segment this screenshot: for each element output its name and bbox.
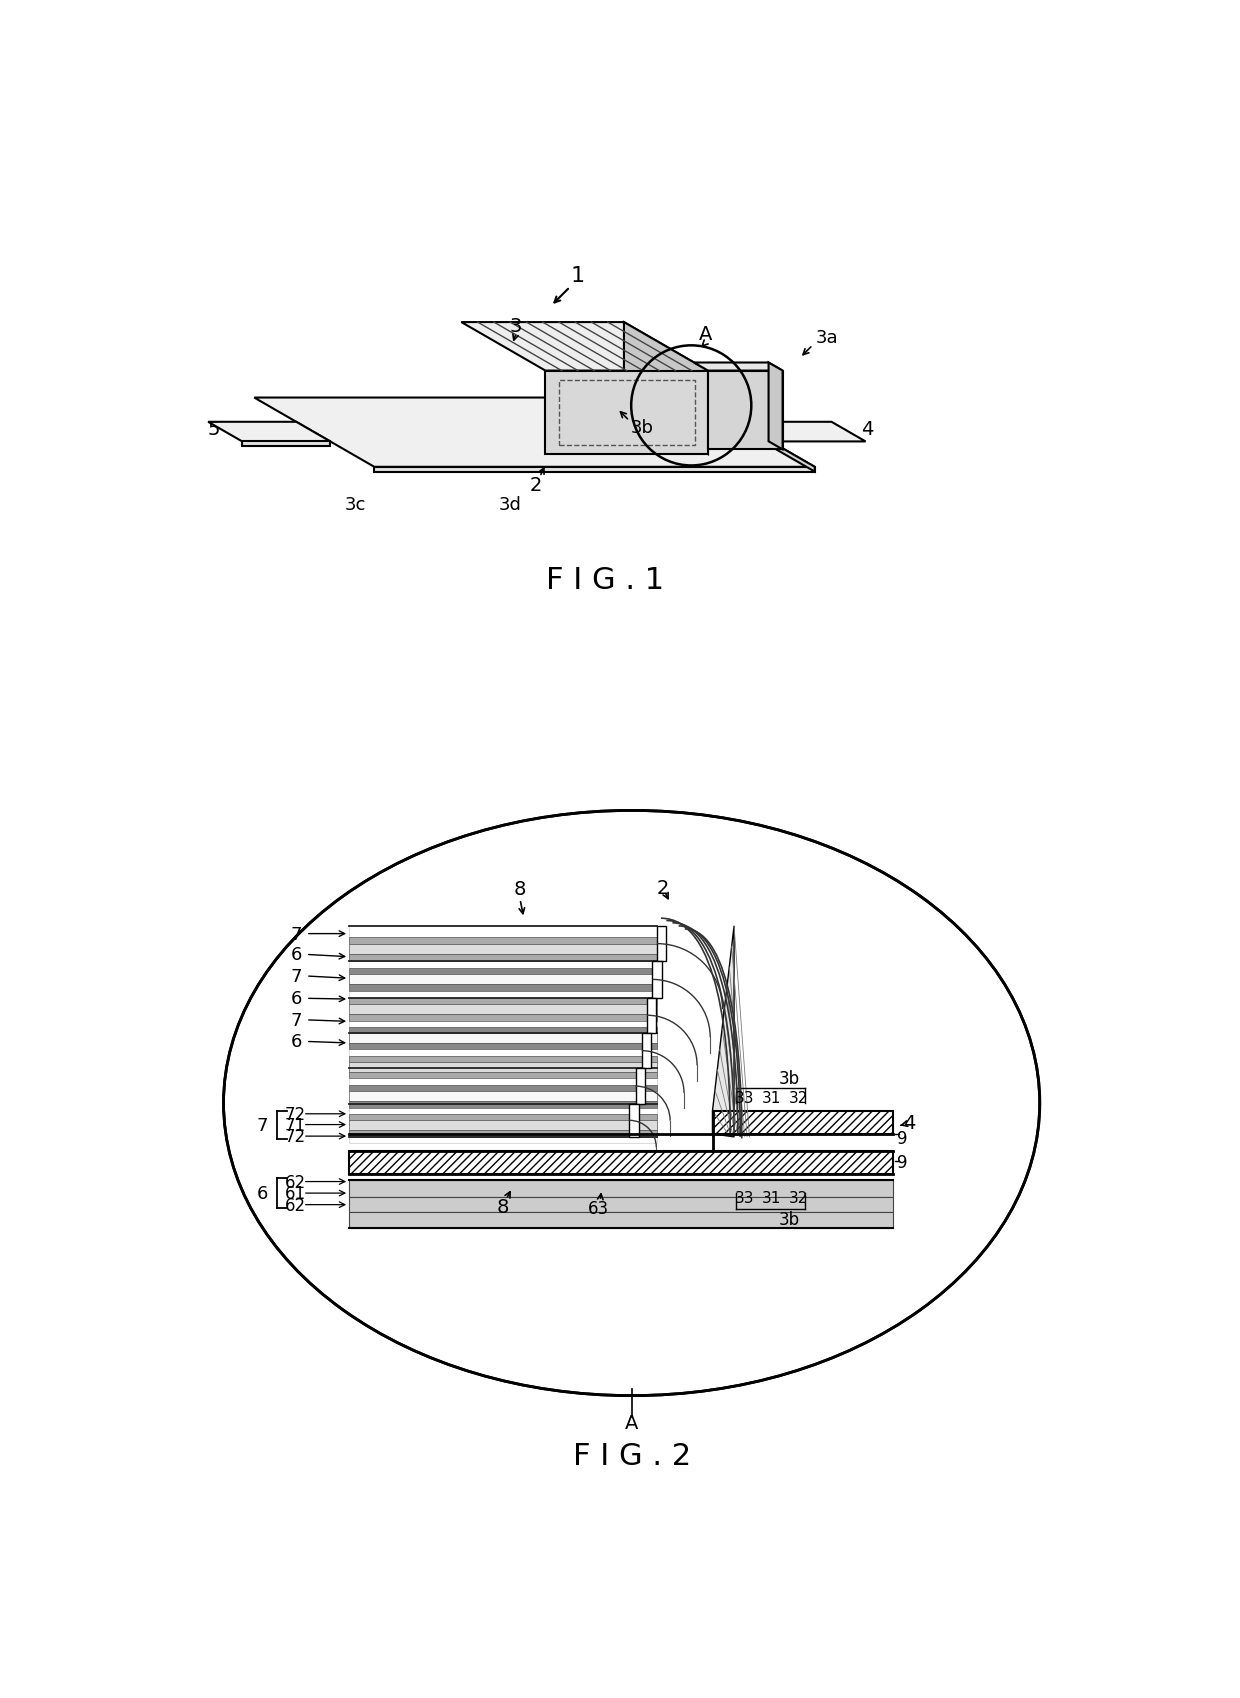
Bar <box>350 1092 657 1100</box>
Text: 2: 2 <box>529 475 542 494</box>
Text: 6: 6 <box>291 990 303 1007</box>
Ellipse shape <box>223 812 1040 1396</box>
Text: A: A <box>698 324 712 345</box>
Bar <box>350 1131 657 1138</box>
Bar <box>350 992 657 998</box>
Bar <box>350 1114 657 1121</box>
Text: 4: 4 <box>903 1114 915 1133</box>
Text: 3a: 3a <box>816 329 838 346</box>
Text: 3b: 3b <box>779 1209 800 1228</box>
Text: 32: 32 <box>789 1090 808 1105</box>
Text: A: A <box>625 1413 639 1431</box>
Text: 7: 7 <box>291 968 303 985</box>
Bar <box>350 1078 657 1085</box>
Bar <box>652 961 662 998</box>
Text: 7: 7 <box>257 1116 268 1134</box>
Bar <box>350 998 657 1004</box>
Text: 61: 61 <box>285 1185 306 1202</box>
Polygon shape <box>769 363 782 450</box>
Bar <box>647 998 656 1034</box>
Bar <box>713 1110 894 1134</box>
Text: 3b: 3b <box>631 419 653 436</box>
Polygon shape <box>708 372 782 450</box>
Text: 31: 31 <box>763 1190 781 1206</box>
Polygon shape <box>624 323 708 455</box>
Text: 7: 7 <box>291 1012 303 1029</box>
Bar <box>350 985 657 992</box>
Text: 5: 5 <box>207 419 219 440</box>
Bar <box>350 1180 894 1197</box>
Text: 33: 33 <box>735 1090 755 1105</box>
Bar <box>350 1212 894 1228</box>
Text: 72: 72 <box>285 1127 306 1146</box>
Text: 63: 63 <box>588 1200 609 1217</box>
Bar <box>630 1104 639 1138</box>
Polygon shape <box>694 399 815 472</box>
Bar <box>657 927 666 961</box>
Polygon shape <box>546 372 708 455</box>
Text: 1: 1 <box>570 267 585 285</box>
Text: 8: 8 <box>513 880 526 898</box>
Polygon shape <box>694 363 782 372</box>
Text: 4: 4 <box>862 419 874 440</box>
Bar <box>350 1056 657 1063</box>
Bar <box>350 954 657 961</box>
Text: 72: 72 <box>285 1105 306 1122</box>
Text: 9: 9 <box>898 1153 908 1172</box>
Bar <box>350 1197 894 1212</box>
Bar <box>350 1121 657 1131</box>
Bar <box>350 968 657 975</box>
Text: F I G . 2: F I G . 2 <box>573 1442 691 1470</box>
Bar <box>350 1063 657 1073</box>
Bar <box>641 1034 651 1068</box>
Text: 7: 7 <box>291 925 303 942</box>
Text: 2: 2 <box>656 878 668 897</box>
Bar <box>350 927 657 937</box>
Text: 3: 3 <box>510 316 522 336</box>
Bar <box>350 1027 657 1034</box>
Text: 8: 8 <box>497 1197 510 1216</box>
Bar <box>350 975 657 985</box>
Polygon shape <box>254 399 815 467</box>
Text: 32: 32 <box>789 1190 808 1206</box>
Text: 6: 6 <box>257 1185 268 1202</box>
Polygon shape <box>374 467 815 472</box>
Text: 71: 71 <box>285 1116 306 1134</box>
Bar <box>350 937 657 944</box>
Polygon shape <box>737 423 866 441</box>
Text: 3c: 3c <box>345 496 366 514</box>
Bar <box>350 1014 657 1020</box>
Text: 9: 9 <box>898 1129 908 1146</box>
Bar <box>350 1151 894 1173</box>
Text: 31: 31 <box>763 1090 781 1105</box>
Text: 62: 62 <box>285 1173 306 1190</box>
Text: 3d: 3d <box>498 496 521 514</box>
Text: 6: 6 <box>291 946 303 964</box>
Bar <box>350 1020 657 1027</box>
Text: 3b: 3b <box>779 1070 800 1088</box>
Bar <box>350 1043 657 1049</box>
Polygon shape <box>208 423 330 441</box>
Bar <box>350 1109 657 1114</box>
Text: 62: 62 <box>285 1195 306 1214</box>
Polygon shape <box>461 323 708 372</box>
Text: 33: 33 <box>735 1190 755 1206</box>
Bar <box>350 1073 657 1078</box>
Bar <box>635 1068 645 1104</box>
Bar <box>350 1100 657 1109</box>
Bar <box>350 1049 657 1056</box>
Polygon shape <box>737 423 771 447</box>
Text: 6: 6 <box>291 1032 303 1051</box>
Text: F I G . 1: F I G . 1 <box>546 565 663 594</box>
Bar <box>350 1004 657 1014</box>
Bar <box>350 1034 657 1043</box>
Polygon shape <box>242 441 330 447</box>
Bar <box>350 1085 657 1092</box>
Bar <box>350 944 657 954</box>
Bar <box>350 961 657 968</box>
Polygon shape <box>713 927 734 1138</box>
Bar <box>350 1138 657 1143</box>
